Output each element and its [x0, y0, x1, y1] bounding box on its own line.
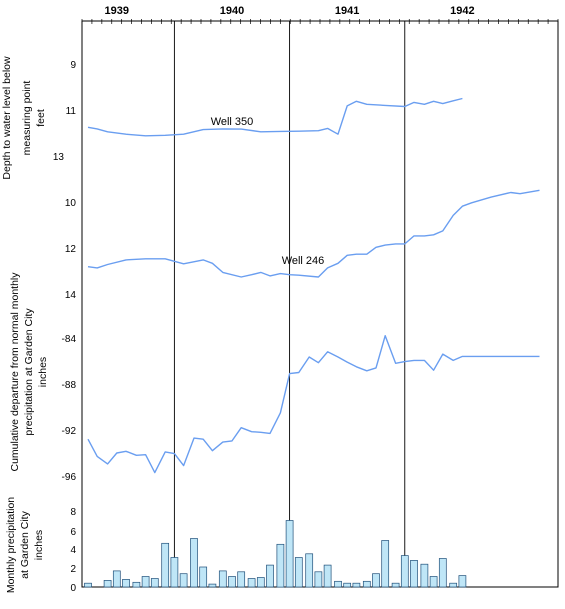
y-axis-title: inches	[37, 357, 49, 387]
precip-bar	[334, 580, 342, 588]
precip-bar	[208, 583, 217, 588]
precip-bar	[84, 582, 92, 588]
precip-bar	[458, 575, 467, 588]
precip-bar	[438, 558, 447, 588]
y-tick-label: -84	[62, 334, 77, 345]
precip-bar	[179, 573, 188, 588]
plot-border	[81, 20, 559, 588]
year-label: 1942	[450, 5, 474, 17]
year-gridlines	[173, 21, 406, 587]
precip-bar	[170, 557, 179, 588]
precip-bar	[391, 582, 400, 588]
y-tick-label: 2	[70, 564, 76, 575]
y-axis-title: at Garden City	[19, 510, 31, 578]
precip-bar	[122, 579, 130, 588]
y-axis-title: feet	[35, 109, 47, 127]
precipitation-bars	[84, 520, 467, 588]
y-tick-label: 6	[70, 527, 76, 538]
series-lines	[87, 97, 540, 474]
precip-bar	[237, 571, 246, 588]
y-axis-title: Depth to water level below	[1, 56, 13, 180]
precip-bar	[150, 578, 159, 588]
precip-bar	[420, 563, 429, 588]
year-labels: 1939 1940 1941 1942	[105, 5, 475, 17]
y-tick-label: 13	[53, 152, 65, 163]
precip-bar	[400, 555, 409, 588]
y-tick-label: 4	[70, 545, 76, 556]
y-tick-label: 16	[65, 0, 77, 3]
precip-bar	[372, 573, 380, 588]
year-label: 1939	[105, 5, 129, 17]
y-tick-label: -96	[62, 472, 77, 483]
series-line-well350	[87, 97, 463, 137]
y-tick-labels: 9 11 13 10 12 14 16 -84 -88 -92 -96 0 2 4 6 8	[53, 0, 77, 594]
series-line-cumulative	[87, 335, 540, 474]
year-label: 1941	[335, 5, 359, 17]
y-tick-label: 0	[70, 583, 76, 594]
precip-bar	[410, 560, 418, 588]
y-axis-title: precipitation at Garden City	[23, 308, 35, 436]
y-tick-label: -92	[62, 426, 77, 437]
precip-bar	[285, 520, 294, 588]
y-tick-label: 9	[70, 60, 76, 71]
y-tick-label: 8	[70, 507, 76, 518]
y-axis-title: Cumulative departure from normal monthly	[9, 272, 21, 472]
year-label: 1940	[220, 5, 244, 17]
y-tick-label: -88	[62, 380, 77, 391]
precip-bar	[381, 540, 390, 588]
precip-bar	[199, 566, 208, 588]
plot-frame	[81, 19, 559, 588]
precip-bar	[190, 538, 198, 588]
precip-bar	[161, 542, 170, 588]
precip-bar	[228, 576, 236, 588]
precip-bar	[103, 580, 112, 588]
series-annotation: Well 246	[282, 255, 325, 267]
y-axis-title: measuring point	[21, 81, 33, 156]
precip-bar	[314, 571, 323, 588]
series-annotation: Well 350	[211, 116, 254, 128]
series-line-well246	[87, 189, 540, 278]
precip-bar	[294, 557, 303, 588]
annotations: Well 350 Well 246	[211, 116, 325, 267]
precip-bar	[429, 576, 438, 588]
precip-bar	[305, 553, 314, 588]
precip-bar	[352, 582, 361, 588]
precip-bar	[218, 570, 227, 588]
precip-bar	[132, 581, 141, 588]
precip-bar	[276, 543, 285, 588]
precip-bar	[247, 578, 256, 588]
precip-bar	[266, 564, 274, 588]
precip-bar	[362, 580, 371, 588]
y-tick-label: 14	[65, 290, 77, 301]
y-axis-title: Monthly precipitation	[5, 497, 17, 593]
precip-bar	[449, 582, 458, 588]
y-axis-title: inches	[33, 530, 45, 560]
precip-bar	[112, 570, 121, 588]
y-tick-label: 12	[65, 244, 77, 255]
precip-bar	[323, 564, 332, 588]
y-axis-titles: Depth to water level below measuring poin…	[1, 56, 49, 593]
y-tick-label: 10	[65, 198, 77, 209]
y-tick-label: 11	[66, 106, 77, 117]
precip-bar	[256, 577, 265, 588]
precip-bar	[141, 576, 150, 588]
precip-bar	[343, 582, 352, 588]
